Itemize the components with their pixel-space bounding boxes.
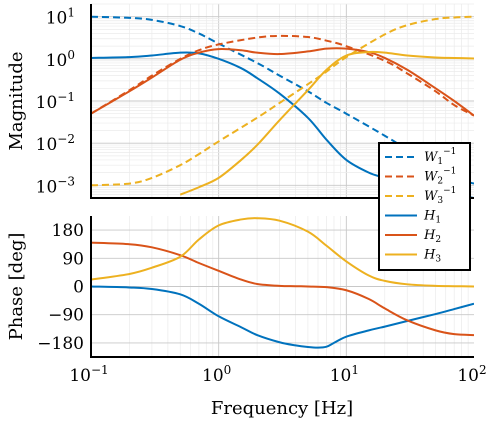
- phase-line-h1: [91, 285, 474, 349]
- x-axis-label: Frequency [Hz]: [211, 398, 353, 419]
- phase-line-h3: [91, 217, 474, 288]
- phase-y-tick-label: 90: [62, 249, 84, 269]
- x-tick-label: 100: [202, 363, 231, 386]
- phase-y-tick-label: −90: [48, 306, 84, 326]
- magnitude-y-tick-label: 100: [46, 48, 75, 71]
- magnitude-y-tick-label: 101: [46, 6, 75, 29]
- phase-series: [91, 217, 474, 349]
- legend-entry-label: W3−1: [424, 186, 456, 206]
- phase-y-tick-label: 180: [52, 221, 84, 241]
- x-tick-label: 102: [457, 363, 486, 386]
- x-tick-label: 10−1: [69, 363, 108, 386]
- axis-labels: Frequency [Hz] Magnitude Phase [deg]: [6, 51, 353, 419]
- phase-y-tick-label: 0: [73, 278, 84, 298]
- legend-entry-label: H3: [423, 248, 441, 265]
- magnitude-y-tick-label: 10−1: [36, 90, 75, 113]
- legend-box: [378, 142, 471, 271]
- legend-entry-label: W1−1: [424, 147, 456, 167]
- legend-entry-label: H2: [423, 228, 441, 245]
- series-line-w3-inv: [91, 15, 474, 187]
- phase-line-h2: [91, 241, 474, 337]
- magnitude-y-label: Magnitude: [6, 51, 27, 150]
- x-tick-label: 101: [330, 363, 359, 386]
- magnitude-y-tick-label: 10−3: [36, 174, 75, 197]
- phase-y-tick-label: −180: [37, 334, 84, 354]
- legend: W1−1W2−1W3−1 H1 H2 H3: [378, 142, 471, 271]
- legend-entry-label: W2−1: [424, 167, 456, 187]
- phase-y-label: Phase [deg]: [6, 233, 27, 341]
- legend-entry-label: H1: [423, 209, 441, 226]
- phase-axes: [90, 216, 474, 358]
- series-line-w2-inv: [91, 34, 474, 117]
- magnitude-y-tick-label: 10−2: [36, 132, 75, 155]
- series-line-h2: [91, 47, 474, 117]
- tick-labels: 10−1 100 101 102 10−3 10−2 10−1 100 101 −180 −90 0 9…: [36, 6, 487, 386]
- series-line-h3: [179, 50, 474, 196]
